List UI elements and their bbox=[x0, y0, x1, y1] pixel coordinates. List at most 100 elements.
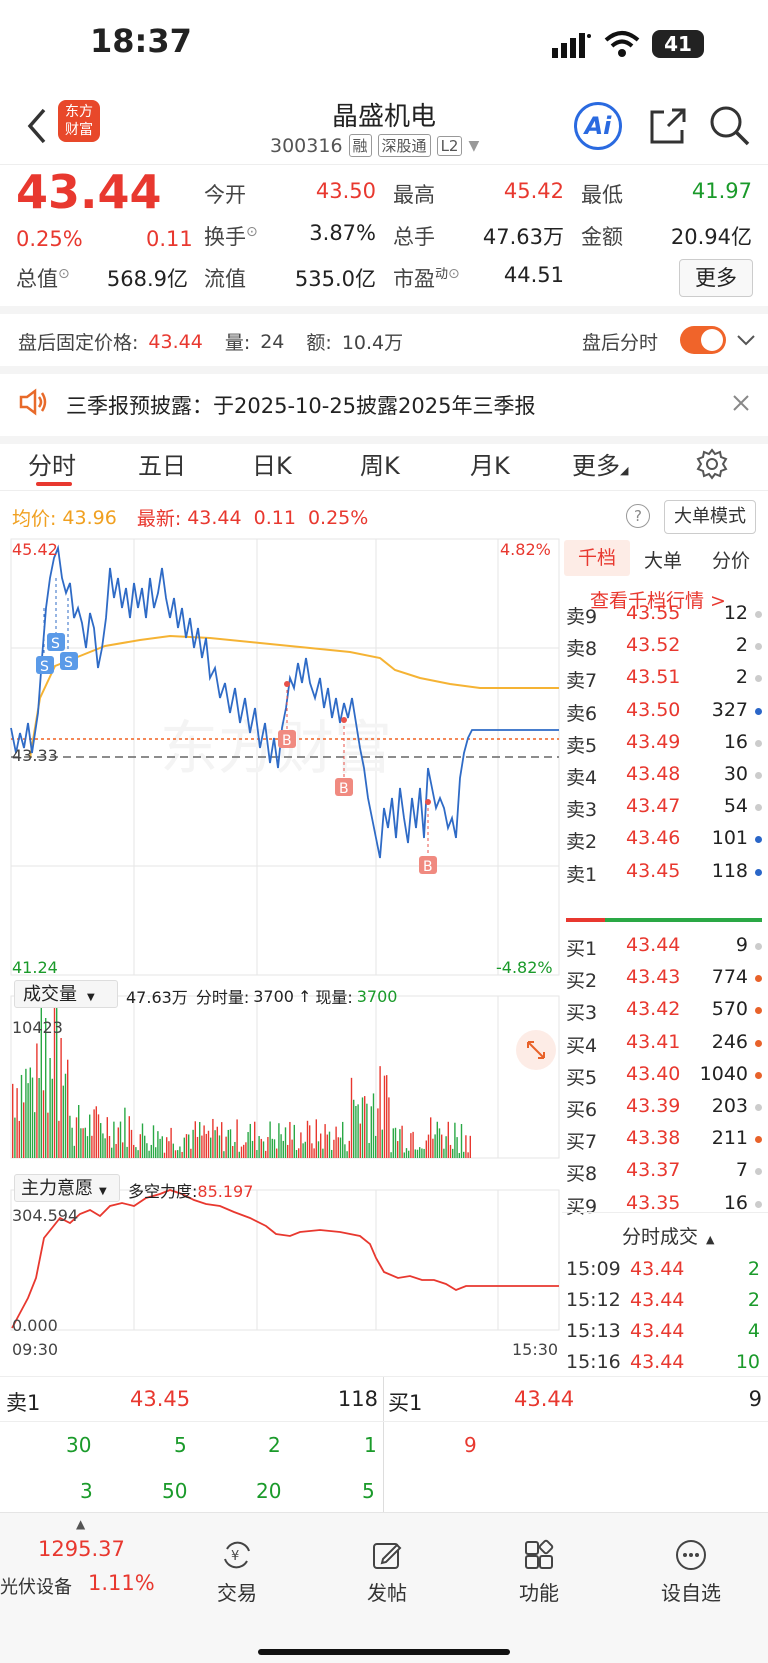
ask-row[interactable]: 卖5 43.49 16 bbox=[566, 727, 762, 759]
flow-indicator-select[interactable]: 主力意愿 ▼ bbox=[14, 1174, 120, 1202]
orderbook-tab-price[interactable]: 分价 bbox=[712, 550, 751, 572]
sell-marker[interactable]: S bbox=[47, 578, 65, 652]
bid-row[interactable]: 买3 43.42 570 bbox=[566, 994, 762, 1026]
ticks-title[interactable]: 分时成交 ▲ bbox=[622, 1226, 715, 1248]
after-hours-toggle[interactable] bbox=[680, 326, 726, 354]
settings-gear-icon[interactable] bbox=[696, 448, 728, 480]
tab-daily-k[interactable]: 日K bbox=[252, 452, 292, 480]
volume-bar bbox=[161, 1136, 163, 1158]
depth-quote-link[interactable]: 查看千档行情 > bbox=[590, 590, 726, 612]
bid-row[interactable]: 买1 43.44 9 bbox=[566, 930, 762, 962]
bid-row[interactable]: 买6 43.39 203 bbox=[566, 1091, 762, 1123]
pe-label[interactable]: 市盈动⊙ bbox=[393, 266, 460, 291]
pct-high-label: 4.82% bbox=[500, 540, 551, 559]
volume-bar bbox=[412, 1131, 414, 1158]
volume-bar bbox=[45, 1018, 47, 1158]
chevron-down-icon[interactable] bbox=[736, 332, 756, 348]
volume-bar bbox=[207, 1130, 210, 1158]
tag-margin: 融 bbox=[348, 134, 372, 157]
stock-subtitle[interactable]: 300316 融 深股通 L2 ▼ bbox=[270, 134, 479, 157]
sell1-price: 43.45 bbox=[130, 1387, 191, 1411]
orderbook-tab-depth[interactable]: 千档 bbox=[564, 540, 630, 576]
help-icon[interactable]: ? bbox=[626, 504, 650, 528]
latest-value: 43.44 bbox=[187, 506, 242, 529]
ask-level: 卖5 bbox=[566, 734, 598, 757]
app-logo[interactable]: 东方 财富 bbox=[58, 100, 100, 142]
volume-bar bbox=[251, 1140, 254, 1158]
ask-row[interactable]: 卖4 43.48 30 bbox=[566, 759, 762, 791]
tab-intraday[interactable]: 分时 bbox=[28, 452, 76, 480]
tab-weekly-k[interactable]: 周K bbox=[360, 452, 400, 480]
ask-dot bbox=[755, 772, 762, 779]
bid-level: 买9 bbox=[566, 1195, 598, 1218]
volume-bar bbox=[221, 1122, 223, 1158]
sector-name[interactable]: 光伏设备 bbox=[0, 1577, 72, 1598]
orderbook-tab-bigorder[interactable]: 大单 bbox=[644, 550, 683, 572]
bid-dot bbox=[755, 943, 762, 950]
volume-value: 47.63万 bbox=[482, 225, 564, 249]
nav-add-watchlist[interactable]: 设自选 bbox=[636, 1513, 746, 1606]
bid-price: 43.44 bbox=[626, 934, 681, 956]
nav-functions[interactable]: 功能 bbox=[484, 1513, 594, 1606]
volume-total: 47.63万 bbox=[126, 988, 188, 1007]
buy-marker[interactable]: B bbox=[278, 681, 296, 749]
volume-indicator-select[interactable]: 成交量 ▼ bbox=[14, 980, 118, 1008]
big-order-mode-button[interactable]: 大单模式 bbox=[664, 500, 756, 534]
bid-dot bbox=[755, 1200, 762, 1208]
tab-five-day[interactable]: 五日 bbox=[138, 452, 186, 480]
volume-bar bbox=[214, 1130, 216, 1158]
volume-bar bbox=[427, 1134, 430, 1158]
more-button[interactable]: 更多 bbox=[679, 259, 753, 297]
ask-row[interactable]: 卖3 43.47 54 bbox=[566, 791, 762, 823]
sector-change[interactable]: 1.11% bbox=[88, 1571, 155, 1595]
close-icon[interactable] bbox=[732, 394, 750, 412]
volume-bar bbox=[203, 1125, 205, 1158]
sell-marker[interactable]: S bbox=[60, 598, 78, 671]
after-hours-bar: 盘后固定价格: 43.44 量: 24 额: 10.4万 盘后分时 bbox=[0, 306, 768, 372]
ask-row[interactable]: 卖6 43.50 327 bbox=[566, 695, 762, 727]
bid-row[interactable]: 买7 43.38 211 bbox=[566, 1123, 762, 1155]
share-icon[interactable] bbox=[646, 104, 690, 148]
buy-marker[interactable]: B bbox=[419, 799, 437, 875]
ask-level: 卖8 bbox=[566, 638, 598, 661]
volume-bar bbox=[265, 1150, 267, 1158]
volume-bar bbox=[60, 1038, 62, 1158]
tick-volume: 3700 bbox=[253, 986, 294, 1006]
nav-trade[interactable]: ¥ 交易 bbox=[182, 1513, 292, 1606]
notice-bar[interactable]: 三季报预披露：于2025-10-25披露2025年三季报 bbox=[0, 366, 768, 444]
bid-row[interactable]: 买2 43.43 774 bbox=[566, 962, 762, 994]
volume-bar bbox=[122, 1142, 124, 1158]
ask-row[interactable]: 卖7 43.51 2 bbox=[566, 662, 762, 694]
ask-volume: 2 bbox=[735, 666, 748, 689]
volume-bar bbox=[166, 1137, 168, 1158]
ask-price: 43.49 bbox=[626, 730, 681, 753]
tab-more[interactable]: 更多◢ bbox=[572, 452, 629, 480]
tab-monthly-k[interactable]: 月K bbox=[470, 452, 510, 480]
sell-marker[interactable]: S bbox=[36, 608, 54, 675]
expand-icon[interactable] bbox=[516, 1030, 556, 1070]
ask-row[interactable]: 卖8 43.52 2 bbox=[566, 630, 762, 662]
volume-bar bbox=[383, 1075, 386, 1158]
search-icon[interactable] bbox=[708, 104, 752, 148]
nav-post[interactable]: 发帖 bbox=[332, 1513, 442, 1606]
caret-down-icon: ▼ bbox=[468, 137, 480, 154]
bid-row[interactable]: 买5 43.40 1040 bbox=[566, 1059, 762, 1091]
ask-row[interactable]: 卖9 43.55 12 bbox=[566, 598, 762, 630]
ask-row[interactable]: 卖1 43.45 118 bbox=[566, 856, 762, 888]
sell-queue-item: 30 bbox=[66, 1433, 92, 1457]
sector-index[interactable]: 1295.37 bbox=[38, 1537, 125, 1561]
bid-row[interactable]: 买9 43.35 16 bbox=[566, 1188, 762, 1220]
ai-button[interactable]: Ai bbox=[574, 102, 622, 150]
bid-row[interactable]: 买4 43.41 246 bbox=[566, 1027, 762, 1059]
chart-tabs: 分时 五日 日K 周K 月K 更多◢ bbox=[0, 434, 768, 491]
mktcap-label[interactable]: 总值⊙ bbox=[16, 266, 70, 291]
bid-row[interactable]: 买8 43.37 7 bbox=[566, 1155, 762, 1187]
ask-row[interactable]: 卖2 43.46 101 bbox=[566, 823, 762, 855]
turnover-label[interactable]: 换手⊙ bbox=[204, 224, 258, 249]
y-high-label: 45.42 bbox=[12, 540, 58, 559]
intraday-chart[interactable]: 东方财富 S S S B B bbox=[10, 538, 560, 1372]
back-icon[interactable] bbox=[24, 106, 48, 146]
buy-marker[interactable]: B bbox=[335, 717, 353, 797]
grid-icon bbox=[525, 1539, 554, 1569]
volume-bar bbox=[315, 1119, 317, 1158]
